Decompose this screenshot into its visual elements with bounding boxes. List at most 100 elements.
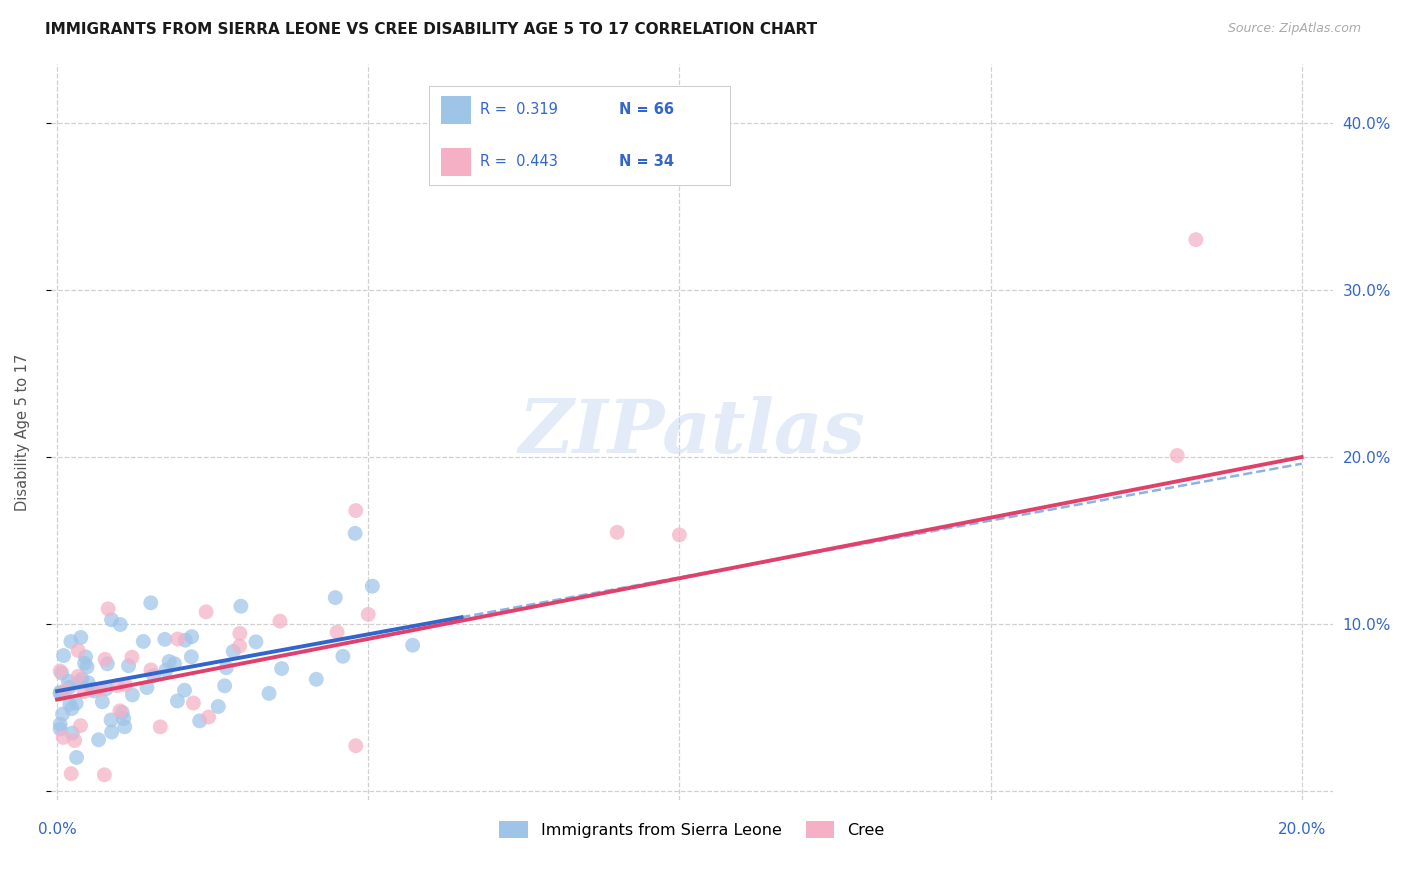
- Text: ZIPatlas: ZIPatlas: [519, 396, 865, 468]
- Point: [51, 687, 73, 701]
- Point: [67, 643, 90, 657]
- Point: [174, 633, 197, 648]
- Point: [83, 684, 105, 698]
- Point: [135, 681, 157, 695]
- Point: [100, 713, 122, 727]
- Point: [59, 634, 82, 648]
- Point: [173, 683, 195, 698]
- Point: [142, 668, 165, 682]
- Point: [332, 649, 354, 664]
- Point: [49, 664, 72, 678]
- Point: [149, 720, 172, 734]
- Text: Source: ZipAtlas.com: Source: ZipAtlas.com: [1227, 22, 1361, 36]
- Point: [65, 750, 87, 764]
- Point: [121, 688, 143, 702]
- Point: [344, 739, 367, 753]
- Point: [1185, 233, 1208, 247]
- Point: [114, 720, 136, 734]
- Point: [49, 717, 72, 731]
- Point: [215, 661, 238, 675]
- Point: [70, 631, 93, 645]
- Point: [228, 639, 250, 653]
- Point: [96, 657, 118, 671]
- Point: [121, 650, 143, 665]
- Point: [114, 678, 136, 692]
- Point: [75, 649, 97, 664]
- Y-axis label: Disability Age 5 to 17: Disability Age 5 to 17: [15, 353, 30, 510]
- Point: [257, 686, 280, 700]
- Text: 20.0%: 20.0%: [1278, 822, 1326, 837]
- Point: [112, 712, 135, 726]
- Point: [76, 660, 98, 674]
- Point: [51, 707, 73, 722]
- Point: [108, 704, 131, 718]
- Point: [60, 726, 83, 740]
- Point: [49, 686, 72, 700]
- Point: [139, 663, 162, 677]
- Point: [305, 673, 328, 687]
- Point: [166, 694, 188, 708]
- Point: [100, 613, 122, 627]
- Point: [1166, 449, 1188, 463]
- Point: [132, 634, 155, 648]
- Point: [49, 722, 72, 736]
- Point: [66, 669, 89, 683]
- Text: 0.0%: 0.0%: [38, 822, 76, 837]
- Point: [93, 768, 115, 782]
- Point: [65, 696, 87, 710]
- Point: [70, 672, 93, 686]
- Point: [117, 658, 139, 673]
- Point: [60, 701, 83, 715]
- Point: [52, 731, 75, 745]
- Point: [73, 657, 96, 671]
- Point: [51, 666, 73, 681]
- Point: [207, 699, 229, 714]
- Point: [60, 766, 83, 780]
- Point: [77, 675, 100, 690]
- Point: [49, 685, 72, 699]
- Point: [606, 525, 628, 540]
- Point: [401, 638, 423, 652]
- Point: [91, 695, 114, 709]
- Point: [96, 681, 118, 696]
- Point: [80, 682, 103, 697]
- Point: [229, 599, 252, 614]
- Point: [214, 679, 236, 693]
- Point: [63, 733, 86, 747]
- Point: [53, 683, 76, 698]
- Point: [107, 679, 129, 693]
- Point: [155, 663, 177, 677]
- Point: [270, 662, 292, 676]
- Point: [188, 714, 211, 728]
- Point: [323, 591, 346, 605]
- Point: [195, 605, 218, 619]
- Point: [245, 635, 267, 649]
- Point: [110, 617, 132, 632]
- Point: [344, 503, 367, 517]
- Point: [229, 626, 252, 640]
- Point: [344, 526, 367, 541]
- Point: [153, 632, 176, 647]
- Point: [58, 674, 80, 689]
- Point: [361, 579, 384, 593]
- Point: [180, 630, 202, 644]
- Point: [97, 602, 120, 616]
- Point: [197, 710, 219, 724]
- Point: [69, 675, 91, 690]
- Point: [59, 697, 82, 711]
- Point: [94, 652, 117, 666]
- Point: [183, 696, 205, 710]
- Point: [180, 649, 202, 664]
- Point: [163, 657, 186, 671]
- Point: [668, 528, 690, 542]
- Point: [87, 732, 110, 747]
- Point: [326, 625, 349, 640]
- Point: [73, 684, 96, 698]
- Point: [222, 644, 245, 658]
- Point: [166, 632, 188, 646]
- Legend: Immigrants from Sierra Leone, Cree: Immigrants from Sierra Leone, Cree: [494, 814, 891, 845]
- Point: [69, 718, 91, 732]
- Point: [89, 682, 111, 697]
- Point: [111, 706, 134, 720]
- Point: [357, 607, 380, 622]
